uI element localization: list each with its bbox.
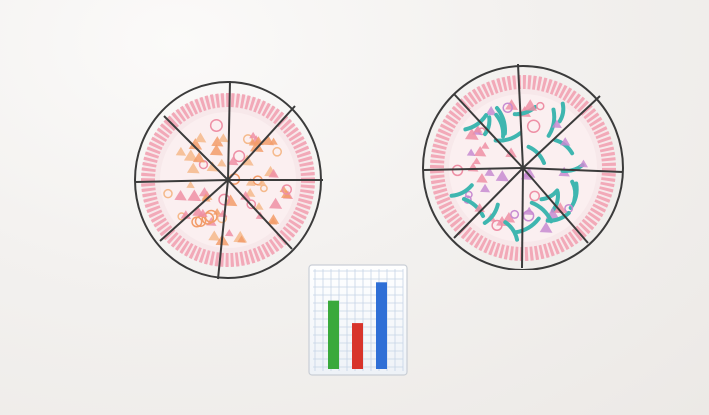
topping-ring: [259, 184, 268, 193]
topping-piece: [198, 187, 211, 197]
topping-piece: [485, 105, 497, 116]
topping-squiggle: [463, 113, 489, 132]
topping-piece: [560, 137, 571, 146]
topping-squiggle: [570, 179, 578, 203]
pizza-left-outline: [134, 81, 322, 279]
topping-piece: [213, 208, 222, 216]
topping-piece: [254, 202, 264, 210]
topping-piece: [245, 177, 256, 186]
topping-piece: [227, 156, 239, 166]
topping-piece: [578, 159, 589, 168]
topping-ring: [526, 119, 541, 133]
topping-piece: [192, 152, 206, 163]
topping-ring: [510, 209, 520, 219]
pizza-right-toppings: [449, 99, 589, 242]
topping-squiggle: [494, 112, 506, 139]
topping-squiggle: [545, 210, 571, 223]
topping-piece: [523, 99, 538, 111]
topping-piece: [183, 149, 198, 162]
topping-piece: [211, 136, 224, 147]
topping-piece: [194, 132, 207, 143]
topping-piece: [267, 214, 280, 224]
topping-piece: [502, 212, 516, 223]
topping-piece: [505, 147, 517, 158]
pizza-left-cut-lines: [134, 80, 323, 280]
topping-ring: [522, 209, 535, 222]
topping-piece: [180, 210, 192, 220]
topping-piece: [198, 208, 208, 218]
topping-piece: [208, 230, 221, 241]
topping-ring: [529, 190, 541, 202]
topping-piece: [269, 197, 283, 209]
topping-ring: [281, 184, 293, 195]
topping-ring: [536, 101, 545, 111]
topping-piece: [209, 144, 224, 156]
topping-squiggle: [461, 197, 486, 219]
topping-ring: [218, 193, 231, 206]
topping-piece: [551, 119, 562, 129]
topping-squiggle: [546, 107, 557, 138]
topping-piece: [248, 138, 257, 146]
topping-piece: [206, 161, 219, 172]
topping-ring: [451, 164, 464, 177]
topping-piece: [480, 183, 491, 193]
topping-ring: [272, 146, 283, 157]
topping-ring: [233, 150, 246, 163]
topping-piece: [187, 189, 202, 202]
topping-piece: [472, 157, 481, 165]
topping-squiggle: [503, 220, 520, 242]
topping-piece: [174, 189, 187, 201]
topping-ring: [246, 199, 257, 210]
topping-piece: [201, 193, 211, 202]
topping-piece: [279, 185, 288, 193]
topping-piece: [225, 229, 234, 237]
topping-piece: [481, 141, 490, 149]
topping-piece: [218, 133, 229, 143]
topping-squiggle: [482, 202, 500, 225]
topping-squiggle: [449, 183, 474, 198]
topping-piece: [188, 138, 203, 150]
chart-icon-bar: [352, 323, 363, 369]
pizza-right-cut-lines: [423, 63, 624, 269]
topping-piece: [240, 190, 252, 201]
topping-piece: [465, 128, 479, 140]
topping-ring: [465, 190, 473, 199]
topping-piece: [249, 131, 258, 139]
topping-piece: [257, 178, 267, 187]
topping-ring: [491, 219, 503, 232]
topping-piece: [249, 140, 264, 153]
topping-piece: [473, 125, 483, 133]
topping-piece: [175, 146, 187, 156]
topping-squiggle: [482, 115, 492, 137]
topping-piece: [217, 158, 227, 167]
topping-piece: [553, 202, 567, 214]
pizza-left: [134, 80, 323, 280]
pizza-right: [422, 63, 624, 270]
bar-chart-icon: [308, 264, 408, 376]
topping-squiggle: [550, 190, 560, 213]
topping-squiggle: [513, 216, 541, 235]
topping-ring: [242, 134, 253, 145]
topping-piece: [466, 148, 476, 156]
topping-piece: [539, 221, 553, 233]
topping-piece: [476, 173, 488, 183]
topping-piece: [261, 134, 275, 146]
topping-piece: [186, 180, 195, 189]
topping-ring: [209, 118, 223, 132]
chart-icon-bars: [328, 282, 387, 369]
topping-piece: [237, 235, 246, 243]
topping-piece: [268, 168, 279, 178]
topping-ring: [163, 188, 173, 199]
pizza-right-outline: [422, 65, 624, 270]
topping-piece: [474, 146, 487, 157]
topping-piece: [186, 162, 200, 174]
chart-icon-bar: [328, 300, 339, 369]
topping-ring: [502, 102, 513, 113]
chart-icon-bar: [376, 282, 387, 369]
topping-piece: [495, 170, 509, 182]
topping-piece: [484, 167, 495, 177]
topping-ring: [201, 212, 215, 225]
topping-squiggle: [557, 101, 566, 124]
